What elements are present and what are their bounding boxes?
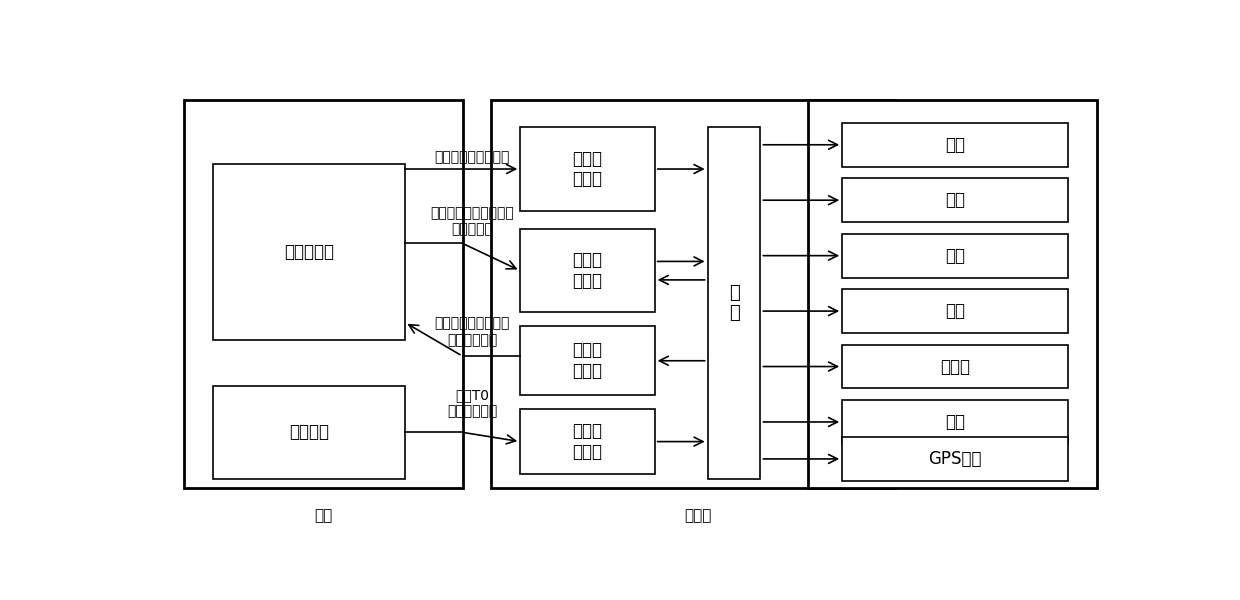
- Text: 远端: 远端: [314, 508, 332, 523]
- Bar: [842, 289, 1068, 333]
- Text: 手动: 手动: [945, 191, 965, 209]
- Bar: [521, 229, 655, 312]
- Bar: [491, 100, 895, 488]
- Text: 数引: 数引: [945, 247, 965, 265]
- Bar: [842, 344, 1068, 388]
- Text: 中心T0
中心数引数据: 中心T0 中心数引数据: [446, 388, 497, 419]
- Bar: [213, 164, 404, 340]
- Bar: [521, 127, 655, 211]
- Bar: [842, 178, 1068, 222]
- Text: 扫描: 扫描: [945, 413, 965, 431]
- Text: 状态管
理模块: 状态管 理模块: [573, 341, 603, 380]
- Text: 分设备准备情况上报
设备状态上报: 分设备准备情况上报 设备状态上报: [434, 317, 510, 347]
- Text: 自动跟
踪模块: 自动跟 踪模块: [573, 149, 603, 188]
- Bar: [213, 386, 404, 479]
- Bar: [521, 409, 655, 474]
- Text: 自动跟
踪模块: 自动跟 踪模块: [573, 251, 603, 290]
- Text: 程引: 程引: [945, 302, 965, 320]
- Text: 设备端: 设备端: [684, 508, 712, 523]
- Text: 监控服务器: 监控服务器: [284, 243, 334, 261]
- Bar: [708, 127, 760, 479]
- Text: GPS引导: GPS引导: [929, 450, 982, 468]
- Bar: [184, 100, 463, 488]
- Bar: [842, 123, 1068, 167]
- Text: 数据接
收模块: 数据接 收模块: [573, 422, 603, 461]
- Text: 中心送来的指令（十五
分钟准备）: 中心送来的指令（十五 分钟准备）: [430, 206, 515, 236]
- Text: 自跟踪: 自跟踪: [940, 358, 970, 376]
- Text: 总
线: 总 线: [729, 284, 739, 322]
- Bar: [808, 100, 1096, 488]
- Text: 通信系统: 通信系统: [289, 424, 329, 442]
- Bar: [842, 400, 1068, 444]
- Text: 理论弹道和任务弧段: 理论弹道和任务弧段: [434, 151, 510, 164]
- Bar: [842, 233, 1068, 278]
- Bar: [521, 326, 655, 395]
- Bar: [842, 437, 1068, 481]
- Text: 待机: 待机: [945, 136, 965, 154]
